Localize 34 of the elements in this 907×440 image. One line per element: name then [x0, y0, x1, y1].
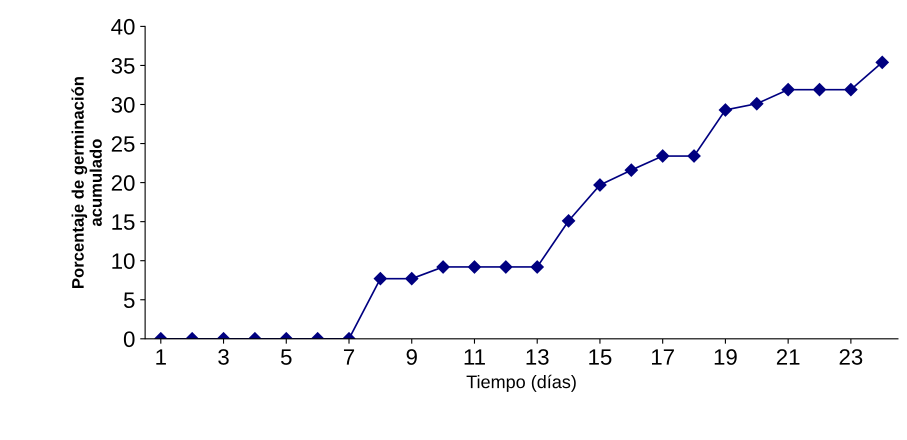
- point: [750, 97, 764, 110]
- point: [718, 103, 732, 117]
- x-tick-label: 19: [714, 349, 737, 365]
- x-tick-label: 21: [776, 349, 800, 365]
- x-tick-label: 3: [218, 349, 229, 365]
- x-tick-label: 9: [406, 349, 417, 365]
- point: [562, 214, 576, 228]
- x-tick-label: 11: [464, 349, 485, 365]
- x-tick-label: 1: [156, 349, 166, 365]
- x-tick-label: 15: [589, 349, 612, 365]
- point: [844, 83, 858, 96]
- point: [656, 149, 670, 163]
- point: [782, 83, 795, 96]
- y-axis-title: Porcentaje de germinación acumulado: [71, 77, 102, 288]
- point: [876, 56, 889, 69]
- point: [593, 178, 607, 192]
- y-tick-label: 15: [112, 214, 134, 230]
- x-tick-label: 7: [344, 349, 354, 365]
- point: [687, 149, 701, 163]
- x-tick-label: 5: [280, 349, 292, 365]
- y-tick-label: 0: [124, 331, 135, 348]
- y-tick-label: 10: [112, 253, 135, 269]
- y-tick-label: 25: [112, 136, 134, 152]
- y-tick-label: 40: [111, 18, 135, 35]
- y-tick-label: 5: [124, 292, 134, 308]
- x-tick-label: 17: [652, 349, 674, 365]
- y-tick-label: 20: [112, 175, 135, 191]
- x-axis-title: Tiempo (días): [466, 374, 576, 392]
- point: [624, 164, 638, 177]
- point: [812, 83, 826, 96]
- y-tick-label: 35: [112, 58, 134, 74]
- x-tick-label: 13: [526, 349, 549, 365]
- x-tick-label: 23: [840, 349, 862, 365]
- y-tick-label: 30: [112, 97, 135, 113]
